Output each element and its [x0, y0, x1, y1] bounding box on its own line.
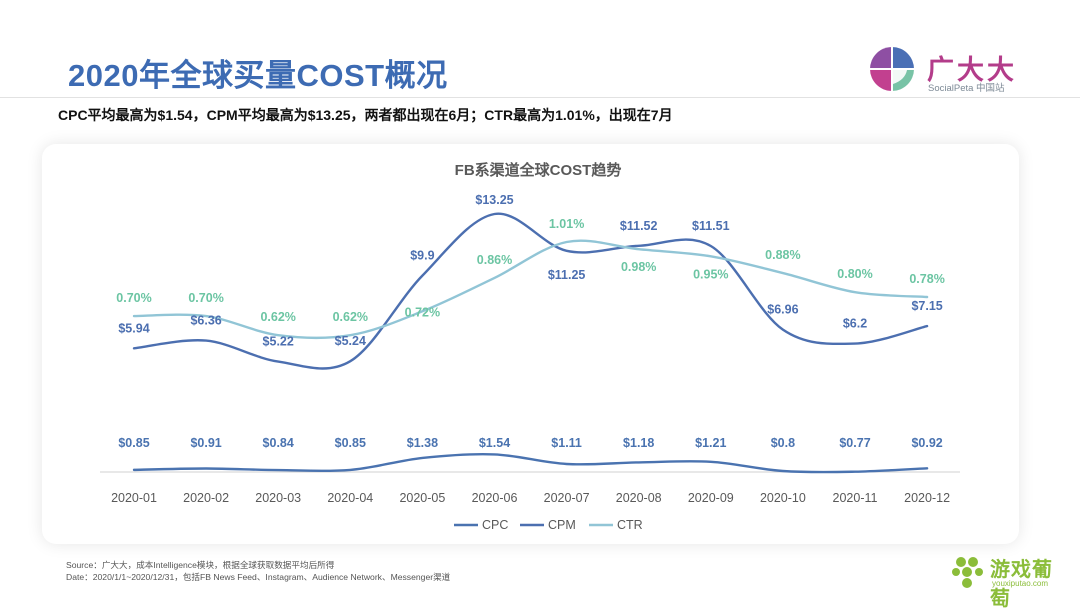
data-label-ctr: 0.70%	[116, 291, 151, 305]
source-note: Source：广大大，成本Intelligence模块，根据全球获取数据平均后所…	[66, 559, 450, 583]
data-label-ctr: 0.98%	[621, 260, 656, 274]
data-label-cpm: $11.51	[692, 219, 730, 233]
header-divider	[0, 97, 1080, 98]
data-label-ctr: 0.70%	[188, 291, 223, 305]
chart-card: FB系渠道全球COST趋势 $0.85 $0.91 $0.84 $0.85 $1.38 $…	[42, 144, 1019, 544]
x-tick-label: 2020-08	[616, 491, 662, 505]
data-label-cpc: $0.84	[263, 436, 294, 450]
x-tick-label: 2020-05	[399, 491, 445, 505]
brand-logo: 广大大 SocialPeta 中国站	[868, 45, 1048, 95]
data-label-cpc: $0.85	[118, 436, 149, 450]
grape-logo-icon	[952, 557, 983, 588]
data-label-ctr: 0.78%	[909, 272, 944, 286]
x-tick-label: 2020-02	[183, 491, 229, 505]
series-line-ctr	[132, 239, 929, 340]
x-tick-label: 2020-01	[111, 491, 157, 505]
brand-subtitle: SocialPeta 中国站	[928, 83, 1005, 94]
legend-label-ctr: CTR	[617, 518, 643, 532]
series-line-cpm	[132, 212, 929, 370]
data-label-ctr: 0.88%	[765, 248, 800, 262]
x-tick-label: 2020-11	[833, 491, 878, 505]
data-label-ctr: 0.80%	[837, 267, 872, 281]
data-label-ctr: 0.62%	[333, 310, 368, 324]
data-label-cpm: $6.96	[767, 303, 798, 317]
cost-trend-chart: FB系渠道全球COST趋势 $0.85 $0.91 $0.84 $0.85 $1.38 $…	[100, 161, 960, 532]
legend-label-cpm: CPM	[548, 518, 576, 532]
watermark: 游戏葡萄 youxiputao.com	[952, 548, 1062, 610]
chart-title: FB系渠道全球COST趋势	[455, 161, 622, 179]
source-line: Source：广大大，成本Intelligence模块，根据全球获取数据平均后所…	[66, 560, 335, 570]
data-label-cpc: $1.38	[407, 436, 438, 450]
data-label-cpm: $5.22	[263, 335, 294, 349]
data-label-cpc: $0.92	[911, 436, 942, 450]
data-label-ctr: 0.86%	[477, 253, 512, 267]
legend: CPC CPM CTR	[454, 518, 643, 532]
data-label-cpm: $6.36	[190, 314, 221, 328]
socialpeta-logo-icon	[870, 47, 914, 91]
x-tick-label: 2020-04	[327, 491, 373, 505]
data-label-ctr: 0.62%	[260, 310, 295, 324]
x-tick-label: 2020-06	[472, 491, 518, 505]
data-label-cpc: $0.8	[771, 436, 795, 450]
legend-label-cpc: CPC	[482, 518, 508, 532]
x-tick-label: 2020-09	[688, 491, 734, 505]
data-label-cpm: $13.25	[475, 193, 513, 207]
data-label-cpc: $1.18	[623, 436, 654, 450]
data-label-cpm: $5.24	[335, 334, 366, 348]
data-label-layer: $0.85 $0.91 $0.84 $0.85 $1.38 $1.54 $1.11 $1.18…	[116, 193, 945, 450]
x-tick-label: 2020-03	[255, 491, 301, 505]
brand-name: 广大大	[927, 55, 1017, 85]
data-label-cpm: $9.9	[410, 249, 434, 263]
x-tick-layer: 2020-01 2020-02 2020-03 2020-04 2020-05 2020-…	[111, 491, 950, 505]
x-tick-label: 2020-07	[544, 491, 590, 505]
data-label-ctr: 1.01%	[549, 217, 584, 231]
data-label-ctr: 0.95%	[693, 267, 728, 281]
watermark-url: youxiputao.com	[992, 579, 1049, 588]
series-line-cpc	[132, 452, 929, 474]
data-label-cpm: $7.15	[911, 299, 942, 313]
series-layer	[132, 212, 929, 474]
data-label-cpc: $0.85	[335, 436, 366, 450]
data-label-cpm: $11.25	[548, 268, 586, 282]
date-line: Date：2020/1/1~2020/12/31，包括FB News Feed、…	[66, 572, 451, 582]
data-label-ctr: 0.72%	[405, 305, 440, 319]
x-tick-label: 2020-10	[760, 491, 806, 505]
data-label-cpc: $0.77	[839, 436, 870, 450]
data-label-cpm: $6.2	[843, 317, 867, 331]
data-label-cpc: $1.54	[479, 436, 510, 450]
data-label-cpc: $1.21	[695, 436, 726, 450]
summary-text: CPC平均最高为$1.54，CPM平均最高为$13.25，两者都出现在6月；CT…	[58, 107, 673, 123]
data-label-cpc: $0.91	[190, 436, 221, 450]
data-label-cpm: $5.94	[118, 321, 149, 335]
x-tick-label: 2020-12	[904, 491, 950, 505]
data-label-cpc: $1.11	[551, 436, 582, 450]
page-title: 2020年全球买量COST概况	[68, 58, 448, 93]
watermark-name: 游戏葡萄	[990, 559, 1053, 610]
data-label-cpm: $11.52	[620, 219, 658, 233]
